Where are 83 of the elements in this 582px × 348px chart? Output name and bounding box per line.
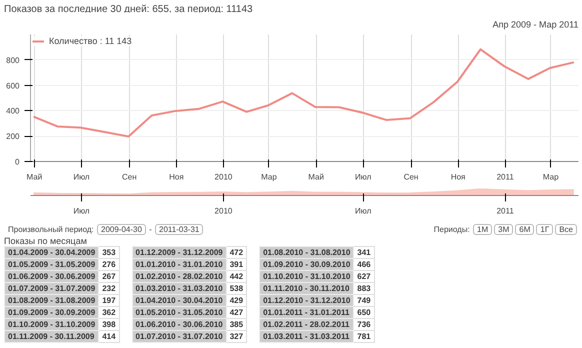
text: Количество : 11 143 <box>49 36 132 46</box>
line-series <box>32 48 575 138</box>
category-label: 01.07.2010 - 31.07.2010 <box>132 330 226 342</box>
data-label: 472 <box>226 246 247 258</box>
y-tick-label: 200 <box>6 132 20 142</box>
category-label: 01.12.2010 - 31.12.2010 <box>260 294 354 306</box>
data-label: 232 <box>98 282 120 294</box>
x-tick-label: 2011 <box>496 172 514 182</box>
data-label: 327 <box>226 330 247 342</box>
y-tick-label: 400 <box>6 106 20 116</box>
x-tick-label: Ноя <box>450 172 466 182</box>
text: 1Г <box>536 224 554 235</box>
x-tick-label: Сен <box>404 172 418 182</box>
category-label: 01.03.2011 - 31.03.2011 <box>260 330 354 342</box>
text: 3М <box>494 224 514 235</box>
x-tick-label: Мар <box>542 172 560 182</box>
y-tick-label: 600 <box>6 81 20 90</box>
category-label: 01.10.2010 - 31.10.2010 <box>260 270 354 282</box>
text: Произвольный период: <box>8 225 94 234</box>
data-label: 385 <box>226 318 247 330</box>
text: 1М <box>473 224 492 235</box>
text: 6М <box>515 224 534 235</box>
x-tick-label: Июл <box>355 172 372 182</box>
data-label: 427 <box>226 306 247 318</box>
data-label: 197 <box>98 294 120 306</box>
data-label: 650 <box>354 306 374 318</box>
category-label: 01.08.2009 - 31.08.2009 <box>4 294 99 306</box>
text: Показы по месяцам <box>4 236 88 246</box>
text: - <box>149 225 152 234</box>
category-label: 01.04.2010 - 30.04.2010 <box>132 294 226 306</box>
x-tick-label: 2010 <box>214 172 233 182</box>
category-label: 01.09.2009 - 30.09.2009 <box>4 306 99 318</box>
data-label: 341 <box>354 246 374 258</box>
category-label: 01.12.2009 - 31.12.2009 <box>132 246 226 258</box>
x-tick-label: Май <box>308 172 324 182</box>
category-label: 01.09.2010 - 30.09.2010 <box>260 258 354 270</box>
category-label: 01.11.2010 - 30.11.2010 <box>260 282 354 294</box>
text: Апр 2009 - Мар 2011 <box>492 20 579 30</box>
text: Периоды: <box>434 225 470 234</box>
data-label: 429 <box>226 294 247 306</box>
text: Все <box>555 224 577 235</box>
category-label: 01.01.2010 - 31.01.2010 <box>132 258 226 270</box>
data-label: 391 <box>226 258 247 270</box>
x-tick-label: Июл <box>73 172 90 182</box>
x-tick-label: 2010 <box>214 206 233 216</box>
category-label: 01.02.2011 - 28.02.2011 <box>260 318 354 330</box>
data-label: 883 <box>354 282 374 294</box>
x-tick-label: Июл <box>355 206 372 216</box>
category-label: 01.10.2009 - 31.10.2009 <box>4 318 99 330</box>
category-label: 01.07.2009 - 31.07.2009 <box>4 282 99 294</box>
data-label: 736 <box>354 318 374 330</box>
x-tick-label: Май <box>26 172 42 182</box>
text: 2011-03-31 <box>155 224 204 235</box>
data-label: 414 <box>98 330 120 342</box>
data-label: 442 <box>226 270 247 282</box>
data-label: 781 <box>354 330 374 342</box>
category-label: 01.06.2010 - 30.06.2010 <box>132 318 226 330</box>
y-tick-label: 800 <box>6 56 20 65</box>
category-label: 01.03.2010 - 31.03.2010 <box>132 282 226 294</box>
category-label: 01.11.2009 - 30.11.2009 <box>4 330 99 342</box>
category-label: 01.05.2009 - 31.05.2009 <box>4 258 99 270</box>
data-label: 749 <box>354 294 374 306</box>
data-label: 466 <box>354 258 374 270</box>
data-label: 276 <box>98 258 120 270</box>
category-label: 01.05.2010 - 31.05.2010 <box>132 306 226 318</box>
category-label: 01.04.2009 - 30.04.2009 <box>4 246 99 258</box>
y-tick-label: 0 <box>15 158 20 166</box>
data-label: 398 <box>98 318 120 330</box>
category-label: 01.06.2009 - 30.06.2009 <box>4 270 99 282</box>
x-tick-label: Июл <box>73 206 90 216</box>
x-tick-label: Мар <box>261 172 278 182</box>
category-label: 01.08.2010 - 31.08.2010 <box>260 246 354 258</box>
data-label: 267 <box>98 270 120 282</box>
data-label: 353 <box>98 246 120 258</box>
x-tick-label: 2011 <box>496 206 514 216</box>
x-tick-label: Ноя <box>169 172 184 182</box>
data-label: 538 <box>226 282 247 294</box>
data-label: 362 <box>98 306 120 318</box>
x-tick-label: Сен <box>122 172 137 182</box>
text: 2009-04-30 <box>97 224 146 235</box>
category-label: 01.02.2010 - 28.02.2010 <box>132 270 226 282</box>
data-label: 627 <box>354 270 374 282</box>
category-label: 01.01.2011 - 31.01.2011 <box>260 306 354 318</box>
